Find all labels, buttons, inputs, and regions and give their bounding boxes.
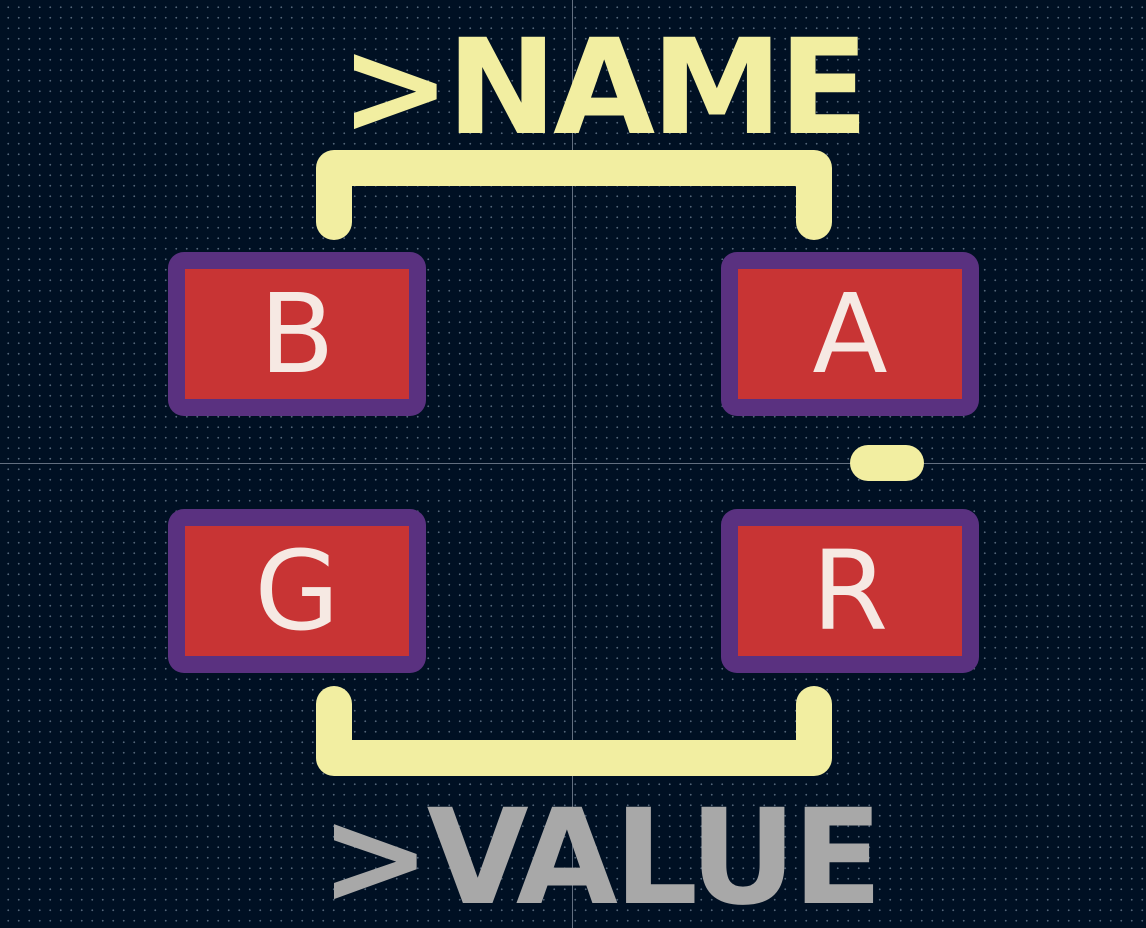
origin-crosshair-vertical	[572, 0, 573, 928]
pad-label-g: G	[254, 527, 340, 655]
origin-crosshair-horizontal	[0, 463, 1146, 464]
pad-r[interactable]: R	[721, 509, 979, 673]
pad-a[interactable]: A	[721, 252, 979, 416]
silkscreen-outline-top[interactable]	[316, 150, 832, 240]
pad-g[interactable]: G	[168, 509, 426, 673]
reference-name-text[interactable]: >NAME	[340, 11, 869, 165]
pad-label-r: R	[811, 527, 889, 655]
pad-label-b: B	[259, 270, 335, 398]
value-text[interactable]: >VALUE	[320, 781, 883, 928]
silkscreen-outline-bottom[interactable]	[316, 686, 832, 776]
pad-label-a: A	[812, 270, 888, 398]
pad-b[interactable]: B	[168, 252, 426, 416]
